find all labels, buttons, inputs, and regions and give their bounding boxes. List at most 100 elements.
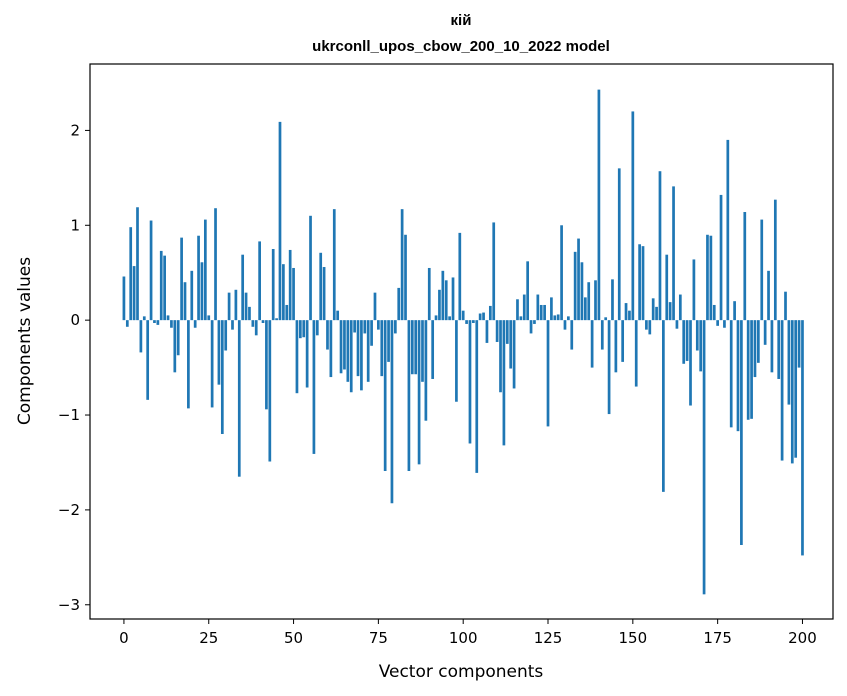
bar-component-95 <box>444 280 448 321</box>
x-tick-label: 50 <box>284 629 303 647</box>
bar-component-24 <box>203 219 207 321</box>
bar-component-127 <box>553 315 557 321</box>
bar-component-132 <box>570 320 574 350</box>
x-axis-ticks: 0 25 50 75 100 125 150 175 200 <box>119 619 817 647</box>
bar-component-53 <box>302 320 306 338</box>
bar-component-49 <box>288 249 292 321</box>
bar-component-87 <box>417 320 421 465</box>
y-axis-label: Components values <box>15 257 35 425</box>
bar-component-163 <box>675 320 679 329</box>
bar-component-81 <box>397 287 401 321</box>
bar-component-33 <box>234 289 238 321</box>
bar-component-143 <box>607 320 611 415</box>
plot-frame <box>89 63 834 620</box>
x-tick-label: 150 <box>619 629 648 647</box>
bar-component-100 <box>461 310 465 321</box>
bar-component-144 <box>611 279 614 321</box>
bar-component-5 <box>139 320 143 353</box>
bar-component-30 <box>224 320 228 351</box>
bar-component-115 <box>512 320 516 389</box>
bar-component-55 <box>309 215 312 321</box>
bar-component-184 <box>746 320 750 420</box>
bar-component-118 <box>522 294 526 321</box>
bar-component-173 <box>709 235 713 321</box>
bar-component-25 <box>207 315 211 321</box>
x-tick-label: 200 <box>788 629 817 647</box>
bar-component-46 <box>278 121 282 321</box>
bar-component-177 <box>723 320 726 328</box>
bar-component-82 <box>400 209 404 321</box>
bar-component-29 <box>220 320 224 434</box>
bar-component-68 <box>353 320 356 333</box>
bar-component-199 <box>797 320 801 368</box>
bar-component-40 <box>258 241 261 321</box>
bar-component-50 <box>292 267 295 321</box>
bar-component-39 <box>254 320 258 336</box>
y-axis-ticks: −3 −2 −1 0 1 2 <box>58 121 90 614</box>
bar-component-99 <box>458 232 462 321</box>
bar-component-175 <box>716 320 719 326</box>
x-tick-label: 175 <box>703 629 732 647</box>
bar-component-78 <box>387 320 390 362</box>
x-tick-label: 0 <box>119 629 129 647</box>
bar-component-167 <box>689 320 692 406</box>
bar-component-106 <box>482 312 485 321</box>
bar-component-169 <box>695 320 699 351</box>
bar-component-72 <box>366 320 370 382</box>
bar-component-124 <box>543 304 546 321</box>
bar-component-165 <box>682 320 686 364</box>
bar-component-66 <box>346 320 350 382</box>
bar-component-75 <box>377 320 380 330</box>
bar-component-193 <box>777 320 781 379</box>
bar-component-80 <box>393 320 397 334</box>
bar-component-178 <box>726 139 730 321</box>
bar-component-32 <box>231 320 234 330</box>
bar-component-140 <box>597 89 601 321</box>
bar-component-146 <box>617 168 621 321</box>
bar-component-129 <box>560 225 563 321</box>
bar-component-48 <box>285 304 289 321</box>
bar-component-17 <box>180 237 183 321</box>
bar-component-60 <box>326 320 329 350</box>
bar-component-126 <box>550 297 553 321</box>
bar-component-85 <box>410 320 414 375</box>
bar-component-102 <box>468 320 472 444</box>
bar-component-70 <box>360 320 363 391</box>
bar-component-135 <box>580 262 584 321</box>
bar-component-189 <box>763 320 767 345</box>
bar-component-28 <box>217 320 221 385</box>
bar-component-42 <box>265 320 268 410</box>
bar-component-20 <box>190 270 194 321</box>
bar-component-185 <box>750 320 753 419</box>
bar-component-0 <box>122 276 126 321</box>
bar-component-22 <box>197 235 200 321</box>
bar-component-27 <box>214 208 217 321</box>
bar-component-149 <box>628 310 631 321</box>
bar-component-158 <box>658 171 662 321</box>
bar-component-77 <box>383 320 387 471</box>
bar-component-181 <box>736 320 740 432</box>
bar-component-187 <box>757 320 760 363</box>
y-tick-label: 2 <box>70 121 80 139</box>
bar-component-91 <box>431 320 435 379</box>
bar-component-12 <box>163 255 166 321</box>
bar-component-109 <box>492 222 496 321</box>
bar-component-120 <box>529 320 533 334</box>
bar-component-197 <box>790 320 794 464</box>
bar-component-113 <box>505 320 509 344</box>
bar-component-134 <box>577 238 580 321</box>
bar-component-90 <box>427 267 431 321</box>
bar-component-128 <box>556 314 560 321</box>
bar-component-174 <box>712 304 716 321</box>
bar-component-133 <box>573 251 577 321</box>
bar-component-159 <box>662 320 665 492</box>
bar-component-191 <box>770 320 774 373</box>
chart-title-line2: ukrconll_upos_cbow_200_10_2022 model <box>312 38 610 55</box>
bar-component-157 <box>655 306 658 321</box>
bar-component-11 <box>159 250 163 321</box>
bar-component-138 <box>590 320 594 368</box>
bar-component-16 <box>176 320 180 356</box>
bar-component-37 <box>248 306 251 321</box>
bar-component-13 <box>166 315 170 321</box>
y-tick-label: 1 <box>70 216 80 234</box>
